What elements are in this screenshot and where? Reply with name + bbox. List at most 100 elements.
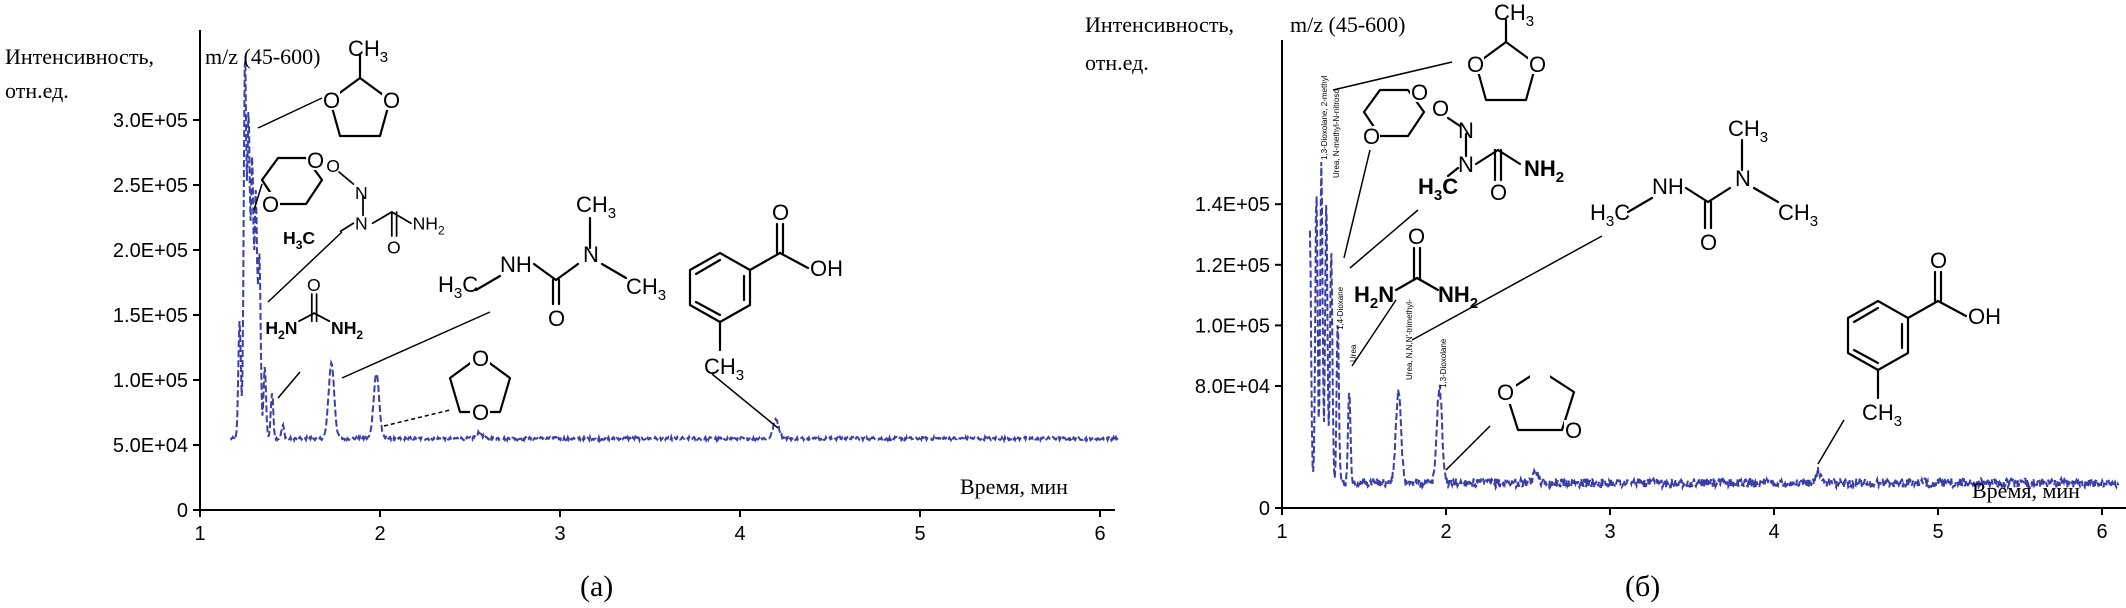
svg-text:CH3: CH3 (1494, 0, 1534, 30)
svg-text:CH3: CH3 (1862, 400, 1902, 430)
panel-a-mz-label: m/z (45-600) (205, 44, 320, 69)
panel-a-molecule-methyl-dioxolane: CH3 O O (322, 36, 400, 138)
svg-text:O: O (472, 400, 489, 425)
panel-b-xlabel: Время, мин (1972, 478, 2080, 503)
panel-a-xlabel: Время, мин (960, 474, 1068, 499)
svg-text:O: O (1565, 418, 1582, 443)
panel-a-molecule-methylbenzoic-acid: O OH CH3 (688, 200, 843, 384)
peak-annotation: Urea, N,N,N'-trimethyl- (1405, 299, 1414, 380)
svg-text:O: O (1432, 96, 1449, 121)
svg-text:H3C: H3C (1418, 174, 1458, 204)
y-tick-label: 3.0E+05 (113, 110, 188, 132)
svg-text:O: O (307, 275, 321, 295)
svg-text:CH3: CH3 (348, 36, 388, 66)
panel-b-peak-annotations: 1,3-Dioxolane, 2-methyl Urea, N-methyl-N… (1320, 75, 1448, 388)
panel-b-molecule-nitrosourea: O N N O H3C NH2 (1418, 96, 1564, 205)
x-tick-label: 6 (1094, 523, 1105, 545)
x-tick-label: 2 (1440, 521, 1451, 543)
peak-annotation: 1,3-Dioxolane, 2-methyl (1320, 75, 1329, 160)
panel-b-molecule-trimethylurea: H3C NH N O CH3 CH3 (1590, 116, 1818, 255)
x-tick-label: 1 (194, 523, 205, 545)
panel-a-trace (229, 60, 1119, 444)
panel-b-molecule-dioxolane: O O (1496, 360, 1584, 443)
panel-b: 1 2 3 4 5 6 0 8.0E+04 1.0E+05 1.2E+05 1.4E+05 Инте… (1085, 0, 2126, 603)
x-tick-label: 3 (1604, 521, 1615, 543)
y-tick-label: 2.5E+05 (113, 175, 188, 197)
svg-text:NH2: NH2 (413, 214, 445, 238)
svg-text:CH3: CH3 (704, 354, 744, 384)
panel-b-caption: (б) (1625, 570, 1660, 603)
x-tick-label: 5 (914, 523, 925, 545)
svg-text:O: O (1408, 224, 1425, 249)
peak-annotation: 1,3-Dioxolane (1439, 338, 1448, 388)
svg-text:O: O (1467, 52, 1484, 77)
x-tick-label: 2 (374, 523, 385, 545)
panel-b-ylabel-line1: Интенсивность, (1085, 12, 1234, 37)
svg-text:O: O (1930, 248, 1947, 273)
panel-b-leader-lines (1332, 61, 1845, 471)
peak-annotation: 1,4-Dioxane (1336, 286, 1345, 330)
svg-text:CH3: CH3 (1778, 200, 1818, 230)
svg-text:N: N (1735, 166, 1751, 191)
x-tick-label: 6 (2096, 521, 2107, 543)
y-tick-label: 1.0E+05 (113, 370, 188, 392)
svg-text:H2N: H2N (265, 318, 297, 342)
x-tick-label: 5 (1932, 521, 1943, 543)
peak-annotation: Urea, N-methyl-N-nitroso (1332, 89, 1341, 178)
y-tick-label: 5.0E+04 (113, 435, 188, 457)
svg-text:N: N (1458, 152, 1474, 177)
svg-text:CH3: CH3 (626, 274, 666, 304)
svg-text:OH: OH (1968, 304, 2001, 329)
y-tick-label: 2.0E+05 (113, 240, 188, 262)
svg-text:O: O (1490, 180, 1507, 205)
y-tick-label: 0 (177, 500, 188, 522)
svg-text:O: O (383, 88, 400, 113)
panel-a-ylabel-line2: отн.ед. (5, 78, 69, 103)
panel-b-ylabel-line2: отн.ед. (1085, 50, 1149, 75)
panel-b-trace (1308, 161, 2120, 492)
panel-a-molecule-dioxane: O O (260, 148, 324, 217)
panel-a-molecule-trimethylurea: H3C NH N O CH3 CH3 (438, 192, 666, 331)
panel-a-molecule-urea: O H2N NH2 (265, 275, 363, 342)
svg-text:O: O (326, 156, 340, 176)
svg-text:O: O (262, 192, 279, 217)
svg-text:O: O (1529, 52, 1546, 77)
svg-text:N: N (1458, 118, 1474, 143)
y-tick-label: 1.0E+05 (1195, 315, 1270, 337)
svg-text:O: O (1700, 230, 1717, 255)
svg-text:OH: OH (810, 256, 843, 281)
svg-text:H3C: H3C (438, 272, 478, 302)
svg-text:H2N: H2N (1354, 282, 1394, 312)
panel-b-molecule-methyl-dioxolane: CH3 O O (1466, 0, 1546, 102)
svg-text:O: O (1411, 80, 1428, 105)
svg-text:H3C: H3C (1590, 200, 1630, 230)
svg-text:NH: NH (500, 252, 532, 277)
svg-text:O: O (1497, 380, 1514, 405)
svg-text:O: O (472, 346, 489, 371)
svg-text:O: O (307, 148, 324, 173)
svg-text:O: O (772, 200, 789, 225)
svg-text:CH3: CH3 (576, 192, 616, 222)
svg-text:O: O (548, 306, 565, 331)
panel-a: 1 2 3 4 5 6 0 5.0E+04 1.0E+05 1.5E+05 2.0E+05 2.5E+… (5, 30, 1119, 603)
svg-text:N: N (583, 242, 599, 267)
svg-text:NH2: NH2 (331, 318, 363, 342)
panel-b-mz-label: m/z (45-600) (1290, 12, 1405, 37)
svg-text:N: N (355, 214, 368, 234)
svg-text:H3C: H3C (283, 228, 315, 252)
svg-text:O: O (1363, 124, 1380, 149)
svg-text:NH2: NH2 (1438, 282, 1478, 312)
peak-annotation: Urea (1349, 344, 1358, 362)
panel-a-ylabel-line1: Интенсивность, (5, 44, 154, 69)
panel-b-molecule-methylbenzoic-acid: O OH CH3 (1846, 248, 2001, 430)
y-tick-label: 8.0E+04 (1195, 376, 1270, 398)
y-tick-label: 1.5E+05 (113, 305, 188, 327)
svg-text:O: O (387, 238, 401, 258)
panel-a-molecule-dioxolane: O O (448, 346, 512, 425)
y-tick-label: 1.2E+05 (1195, 255, 1270, 277)
panel-b-molecule-dioxane: O O (1362, 80, 1428, 149)
panel-a-molecule-nitrosourea: O N N O H3C NH2 (283, 156, 445, 258)
svg-text:NH2: NH2 (1524, 156, 1564, 186)
x-tick-label: 1 (1276, 521, 1287, 543)
